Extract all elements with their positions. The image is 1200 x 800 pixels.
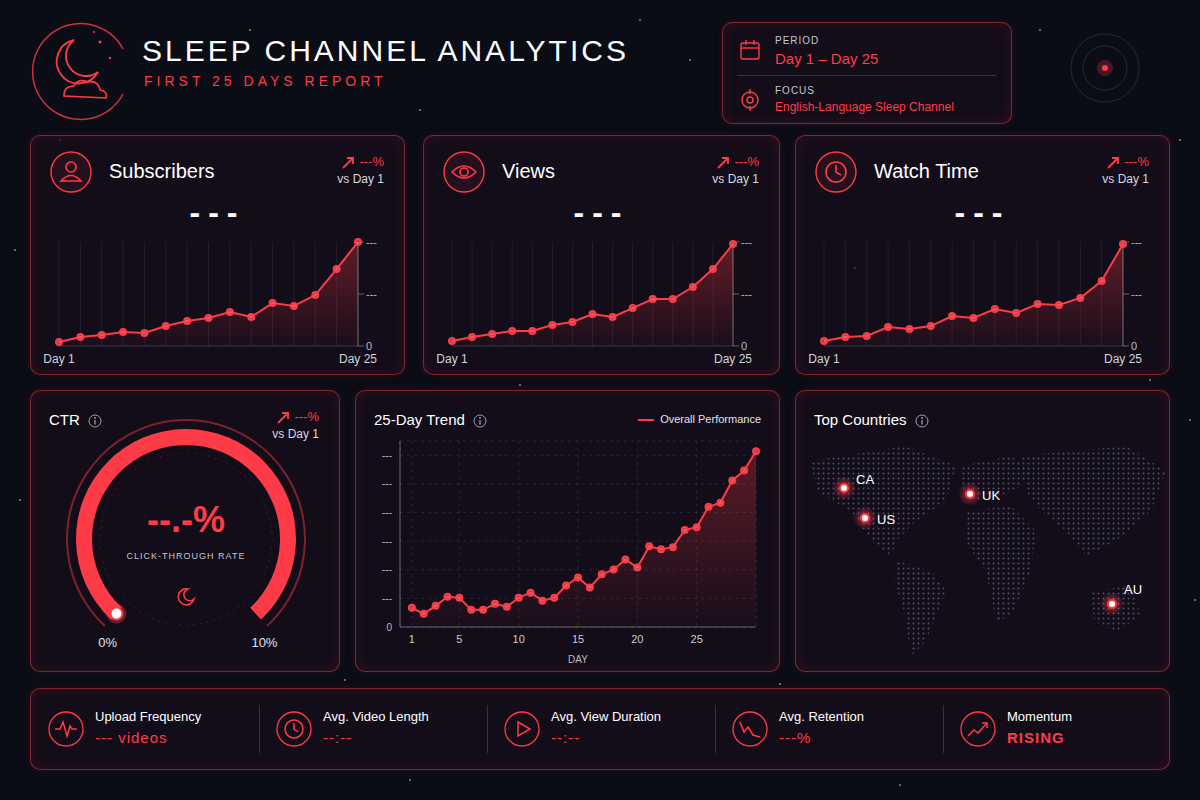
svg-text:---: --- <box>1131 236 1142 248</box>
svg-text:---: --- <box>366 236 377 248</box>
html-text:US: US <box>877 512 896 527</box>
svg-text:Day 1: Day 1 <box>436 352 468 366</box>
html-text:Views: Views <box>502 160 555 182</box>
svg-text:Day 25: Day 25 <box>339 352 377 366</box>
svg-text:Day 25: Day 25 <box>714 352 752 366</box>
svg-text:DAY: DAY <box>568 654 588 665</box>
svg-text:---: --- <box>382 593 392 604</box>
html-text:Day 1 – Day 25: Day 1 – Day 25 <box>775 50 879 67</box>
html-text:FIRST 25 DAYS REPORT: FIRST 25 DAYS REPORT <box>144 73 387 89</box>
html-text:25-Day Trend: 25-Day Trend <box>374 411 465 428</box>
svg-text:---: --- <box>741 236 752 248</box>
html-text:AU: AU <box>1124 582 1143 597</box>
html-text:SLEEP CHANNEL ANALYTICS: SLEEP CHANNEL ANALYTICS <box>142 34 629 67</box>
svg-text:25: 25 <box>691 633 703 645</box>
html-text:FOCUS: FOCUS <box>775 85 815 96</box>
html-text:vs Day 1: vs Day 1 <box>1102 171 1149 186</box>
svg-text:20: 20 <box>631 633 643 645</box>
html-text:vs Day 1: vs Day 1 <box>337 171 384 186</box>
svg-text:Day 25: Day 25 <box>1104 352 1142 366</box>
svg-text:---: --- <box>382 507 392 518</box>
html-text:10%: 10% <box>251 635 278 651</box>
svg-text:10: 10 <box>513 633 525 645</box>
svg-text:---: --- <box>1131 288 1142 300</box>
html-text:0%: 0% <box>98 635 117 651</box>
html-text:vs Day 1: vs Day 1 <box>272 426 319 441</box>
html-text:vs Day 1: vs Day 1 <box>712 171 759 186</box>
svg-text:---: --- <box>382 536 392 547</box>
html-text:CLICK-THROUGH RATE: CLICK-THROUGH RATE <box>126 551 246 561</box>
html-text:CA: CA <box>856 472 875 487</box>
svg-text:---: --- <box>382 564 392 575</box>
html-text:Overall Performance: Overall Performance <box>660 413 761 425</box>
html-text:UK: UK <box>982 488 1001 503</box>
svg-text:0: 0 <box>386 622 392 633</box>
html-text:Momentum: Momentum <box>1007 709 1072 724</box>
html-text:RISING: RISING <box>1007 729 1065 746</box>
html-text:Avg. Video Length: Avg. Video Length <box>323 709 429 724</box>
svg-text:---: --- <box>366 288 377 300</box>
svg-text:---: --- <box>382 450 392 461</box>
html-text:Upload Frequency: Upload Frequency <box>95 709 202 724</box>
svg-text:15: 15 <box>572 633 584 645</box>
svg-text:Day 1: Day 1 <box>43 352 75 366</box>
html-text:Avg. View Duration: Avg. View Duration <box>551 709 662 724</box>
svg-text:Day 1: Day 1 <box>808 352 840 366</box>
html-text:English-Language Sleep Channel: English-Language Sleep Channel <box>775 100 954 114</box>
svg-text:0: 0 <box>366 340 372 352</box>
svg-text:0: 0 <box>741 340 747 352</box>
svg-text:5: 5 <box>456 633 462 645</box>
svg-text:---: --- <box>741 288 752 300</box>
html-text:Subscribers: Subscribers <box>109 160 215 182</box>
html-text:Watch Time: Watch Time <box>874 160 979 182</box>
svg-text:---: --- <box>382 478 392 489</box>
html-text:Top Countries: Top Countries <box>814 411 907 428</box>
svg-text:1: 1 <box>409 633 415 645</box>
html-text:Avg. Retention: Avg. Retention <box>779 709 864 724</box>
svg-text:0: 0 <box>1131 340 1137 352</box>
html-text:PERIOD: PERIOD <box>775 35 820 46</box>
html-text:CTR: CTR <box>49 411 80 428</box>
html-text:--- videos: --- videos <box>95 729 168 746</box>
